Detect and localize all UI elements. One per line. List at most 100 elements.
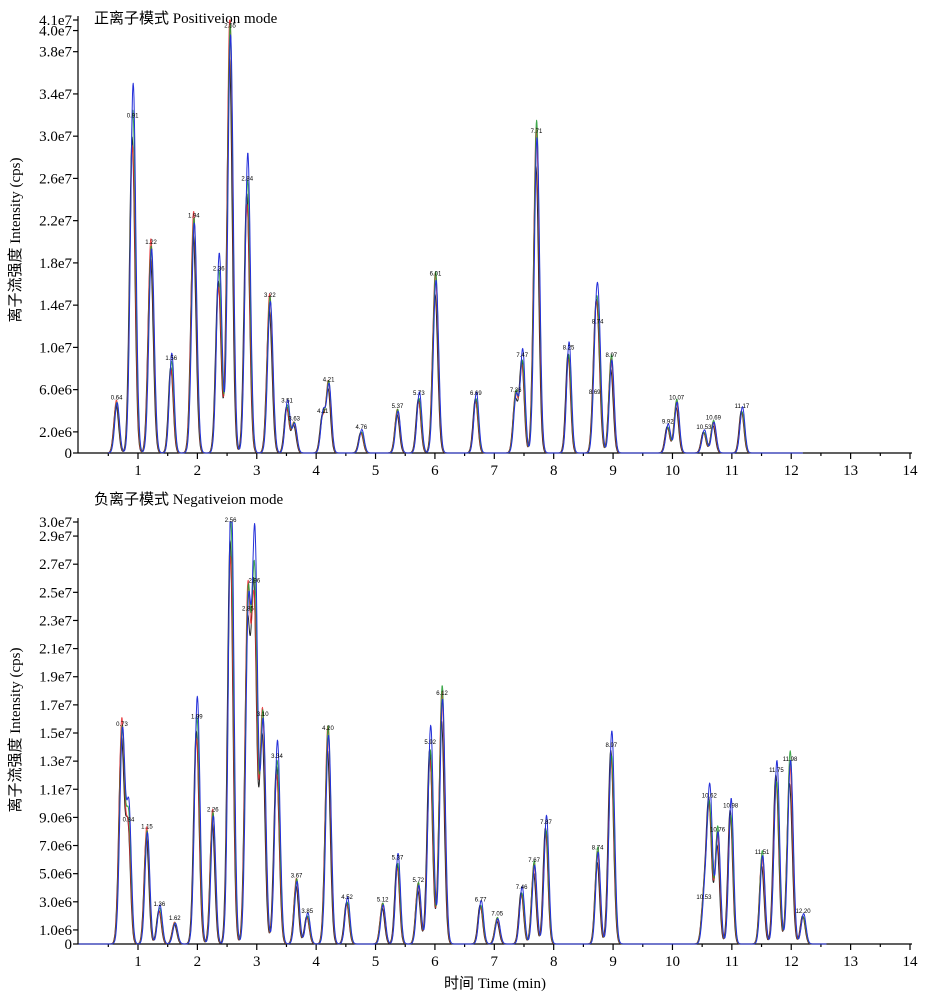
x-tick-label: 14 <box>903 463 919 479</box>
peak-label: 2.96 <box>249 578 261 584</box>
peak-label: 1.99 <box>191 715 203 721</box>
peak-label: 7.36 <box>510 388 522 394</box>
peak-label: 0.84 <box>123 817 135 823</box>
peak-label: 11.17 <box>735 404 750 410</box>
peak-label: 2.26 <box>207 808 219 814</box>
x-tick-label: 11 <box>725 954 739 970</box>
y-tick-label: 1.7e7 <box>39 698 72 714</box>
peak-label: 4.11 <box>317 409 329 415</box>
y-tick-label: 2.0e6 <box>39 425 72 441</box>
chromatogram-trace <box>78 521 827 945</box>
chromatogram-trace <box>108 19 803 454</box>
y-tick-label: 0 <box>65 446 73 462</box>
peak-label: 10.07 <box>669 395 685 401</box>
negative-panel-title: 负离子模式 Negativeion mode <box>94 491 283 508</box>
y-tick-label: 2.5e7 <box>39 585 72 601</box>
peak-label: 10.53 <box>696 895 712 901</box>
x-tick-label: 11 <box>725 463 739 479</box>
peak-label: 10.69 <box>706 415 722 421</box>
peak-label: 7.05 <box>491 912 503 918</box>
peak-label: 7.87 <box>540 820 552 826</box>
peak-label: 2.85 <box>242 606 254 612</box>
y-tick-label: 4.0e7 <box>39 24 72 40</box>
peak-label: 0.73 <box>116 722 128 728</box>
x-tick-label: 1 <box>134 954 142 970</box>
peak-label: 2.84 <box>241 177 253 183</box>
peak-label: 3.67 <box>291 874 303 880</box>
peak-label: 7.67 <box>528 858 540 864</box>
y-tick-label: 2.6e7 <box>39 171 72 187</box>
y-tick-label: 6.0e6 <box>39 383 72 399</box>
peak-label: 5.37 <box>392 404 404 410</box>
y-tick-label: 2.7e7 <box>39 557 72 573</box>
peak-label: 2.36 <box>213 266 225 272</box>
peak-label: 1.56 <box>165 356 177 362</box>
positive-plot-area: 0 2.0e6 6.0e6 1.0e7 1.4e7 1.8e7 2.2e7 2.6e7 3.0e… <box>39 13 918 479</box>
negative-y-axis-title: 离子流强度 Intensity (cps) <box>7 648 24 813</box>
peak-label: 1.22 <box>145 240 157 246</box>
peak-label: 5.72 <box>412 878 424 884</box>
x-tick-label: 9 <box>609 954 617 970</box>
y-tick-label: 3.0e6 <box>39 895 72 911</box>
y-tick-label: 4.1e7 <box>39 13 72 29</box>
peak-label: 9.92 <box>662 420 674 426</box>
x-tick-label: 13 <box>843 954 858 970</box>
x-tick-label: 8 <box>550 954 558 970</box>
peak-label: 2.56 <box>225 518 237 524</box>
y-tick-label: 7.0e6 <box>39 839 72 855</box>
peak-label: 8.97 <box>605 353 617 359</box>
peak-label: 1.62 <box>169 916 181 922</box>
x-tick-label: 7 <box>491 463 499 479</box>
x-tick-label: 5 <box>372 954 380 970</box>
y-tick-label: 2.1e7 <box>39 642 72 658</box>
peak-label: 8.74 <box>592 319 604 325</box>
peak-label: 5.92 <box>424 740 436 746</box>
peak-label: 6.77 <box>475 898 487 904</box>
y-tick-label: 3.0e7 <box>39 515 72 531</box>
peak-label: 5.37 <box>392 855 404 861</box>
y-tick-label: 3.4e7 <box>39 87 72 103</box>
chromatogram-trace <box>78 539 827 945</box>
peak-label: 3.63 <box>288 416 300 422</box>
x-tick-label: 12 <box>784 954 799 970</box>
peak-label: 3.85 <box>301 909 313 915</box>
y-tick-label: 1.1e7 <box>39 782 72 798</box>
x-tick-label: 2 <box>194 463 202 479</box>
chromatogram-trace <box>78 556 827 945</box>
peak-label: 8.25 <box>563 346 575 352</box>
x-tick-label: 6 <box>431 463 439 479</box>
x-axis-title: 时间 Time (min) <box>444 975 546 992</box>
peak-label: 0.64 <box>111 395 123 401</box>
peak-label: 6.01 <box>430 272 442 278</box>
x-tick-label: 9 <box>609 463 617 479</box>
positive-mode-panel: 正离子模式 Positiveion mode 离子流强度 Intensity (… <box>7 10 918 479</box>
peak-label: 3.34 <box>271 754 283 760</box>
peak-label: 4.76 <box>355 425 367 431</box>
x-tick-label: 12 <box>784 463 799 479</box>
x-tick-label: 4 <box>312 954 320 970</box>
peak-label: 6.12 <box>436 691 448 697</box>
y-tick-label: 3.8e7 <box>39 45 72 61</box>
x-tick-label: 10 <box>665 954 680 970</box>
x-tick-label: 3 <box>253 954 261 970</box>
peak-label: 5.12 <box>377 898 389 904</box>
y-tick-label: 1.5e7 <box>39 726 72 742</box>
y-tick-label: 1.0e6 <box>39 923 72 939</box>
peak-label: 7.71 <box>531 129 543 135</box>
peak-label: 2.55 <box>224 24 236 30</box>
y-tick-label: 5.0e6 <box>39 867 72 883</box>
peak-label: 3.10 <box>257 712 269 718</box>
peak-label: 11.51 <box>755 850 770 856</box>
chromatogram-trace <box>108 23 803 454</box>
peak-label: 11.75 <box>769 768 784 774</box>
y-tick-label: 1.3e7 <box>39 754 72 770</box>
x-tick-label: 6 <box>431 954 439 970</box>
x-tick-label: 2 <box>194 954 202 970</box>
y-tick-label: 1.9e7 <box>39 670 72 686</box>
y-tick-label: 0 <box>65 937 73 953</box>
y-tick-label: 1.4e7 <box>39 298 72 314</box>
peak-label: 10.98 <box>723 803 739 809</box>
peak-label: 0.91 <box>127 113 139 119</box>
y-tick-label: 2.9e7 <box>39 529 72 545</box>
